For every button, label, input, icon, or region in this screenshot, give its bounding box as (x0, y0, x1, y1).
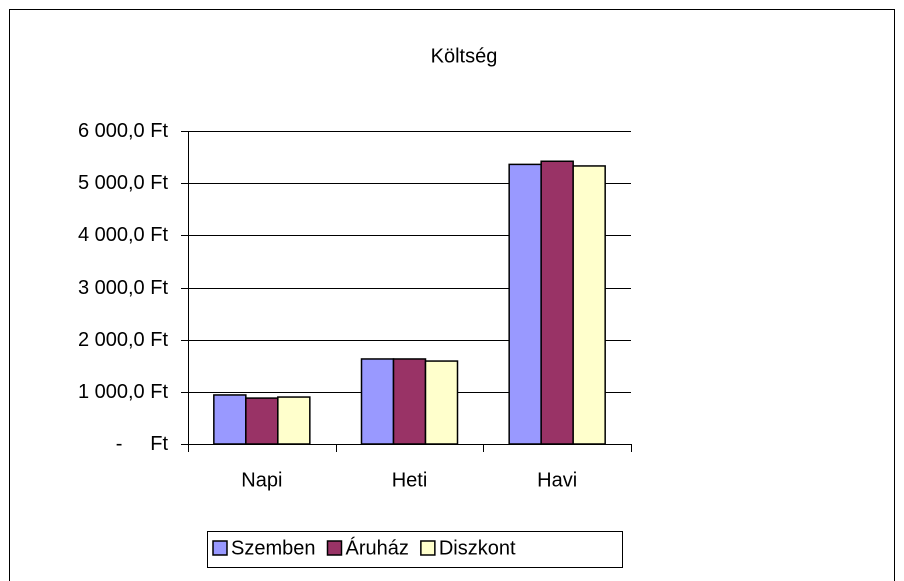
legend-swatch (326, 540, 343, 556)
legend-swatch (420, 540, 436, 556)
y-tick-label: 6 000,0 Ft (78, 120, 169, 142)
legend-label: Diszkont (439, 537, 516, 559)
bar (245, 397, 279, 445)
y-tick-label: 3 000,0 Ft (78, 277, 169, 299)
y-tick-label: 5 000,0 Ft (78, 172, 169, 194)
y-tick-label: - Ft (116, 433, 169, 455)
bar (424, 360, 459, 445)
y-tick-label: 4 000,0 Ft (78, 224, 169, 246)
chart-border (9, 9, 895, 581)
bar (213, 394, 247, 445)
bar (508, 163, 542, 445)
x-tick-label: Napi (241, 469, 282, 491)
bar (277, 396, 311, 445)
legend-label: Szemben (231, 537, 316, 559)
bar (392, 358, 427, 445)
y-tick-label: 1 000,0 Ft (78, 381, 169, 403)
y-tick-label: 2 000,0 Ft (78, 329, 169, 351)
x-tick-label: Heti (392, 469, 428, 491)
chart-title: Költség (431, 45, 498, 67)
legend-swatch (212, 540, 228, 556)
legend-label: Áruház (345, 536, 408, 559)
bar (572, 165, 606, 445)
legend (207, 531, 623, 568)
x-tick-label: Havi (537, 469, 577, 491)
bar (360, 358, 395, 445)
bar (540, 160, 574, 445)
